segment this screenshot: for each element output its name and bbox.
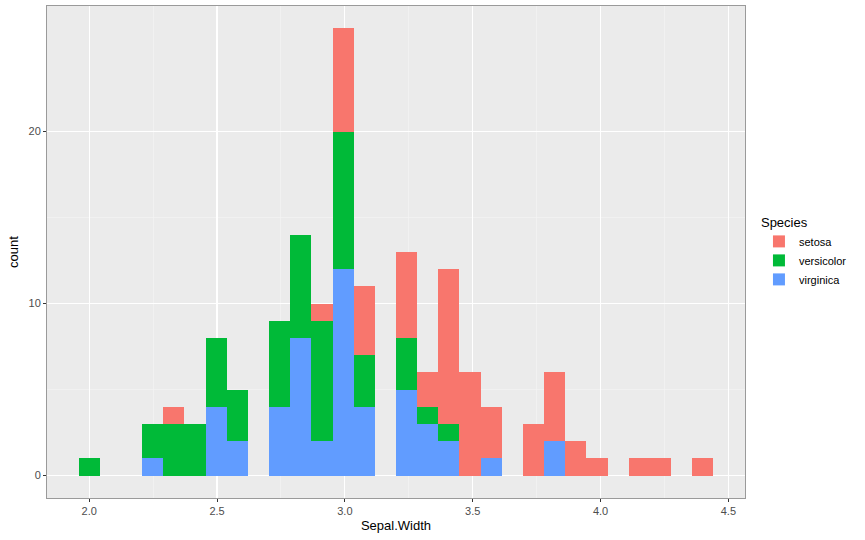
svg-text:virginica: virginica — [799, 274, 840, 286]
svg-text:10: 10 — [29, 297, 41, 309]
svg-text:4.5: 4.5 — [721, 505, 736, 517]
svg-text:2.0: 2.0 — [82, 505, 97, 517]
svg-text:setosa: setosa — [799, 236, 832, 248]
svg-text:Sepal.Width: Sepal.Width — [361, 518, 431, 533]
svg-text:3.5: 3.5 — [465, 505, 480, 517]
svg-text:Species: Species — [761, 215, 808, 230]
svg-text:0: 0 — [35, 469, 41, 481]
svg-text:versicolor: versicolor — [799, 255, 846, 267]
svg-text:20: 20 — [29, 125, 41, 137]
svg-text:2.5: 2.5 — [209, 505, 224, 517]
svg-text:4.0: 4.0 — [593, 505, 608, 517]
svg-text:count: count — [6, 236, 21, 268]
svg-text:3.0: 3.0 — [337, 505, 352, 517]
